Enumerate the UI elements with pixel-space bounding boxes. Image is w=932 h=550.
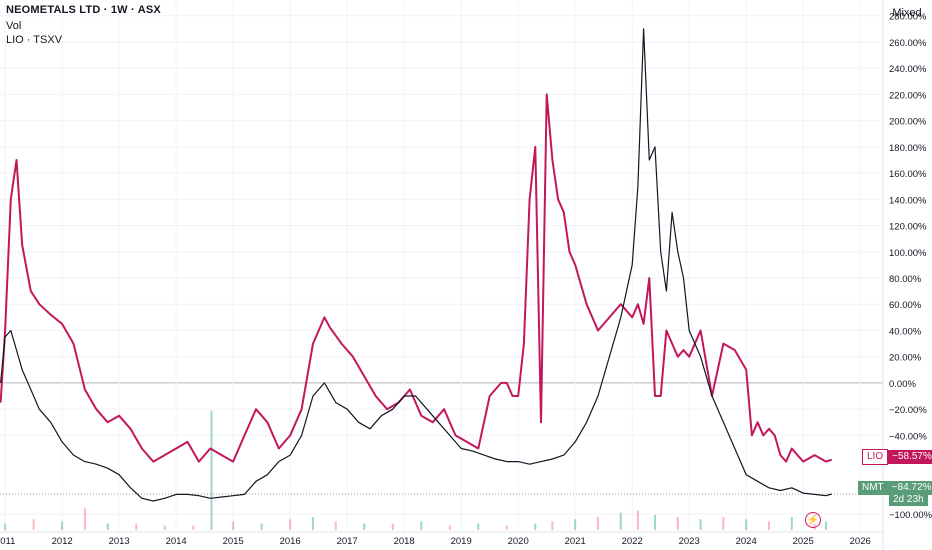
volume-bar: [551, 521, 554, 530]
y-tick-label: 180.00%: [889, 143, 927, 154]
volume-bar: [534, 523, 537, 530]
nmt-tag-value: −84.72%: [887, 481, 932, 495]
x-tick-label: 2019: [451, 536, 472, 547]
bar-countdown: 2d 23h: [889, 494, 928, 506]
lightning-bolt-icon[interactable]: ⚡: [805, 512, 821, 528]
volume-bar: [619, 512, 622, 530]
nmt-price-tag: NMT −84.72%: [858, 481, 932, 495]
volume-bar: [363, 523, 366, 530]
volume-bar: [505, 525, 508, 530]
volume-bar: [163, 525, 166, 530]
volume-bar: [61, 521, 64, 530]
x-tick-label: 2016: [280, 536, 301, 547]
y-tick-label: 240.00%: [889, 64, 927, 75]
volume-bar: [824, 521, 827, 530]
y-tick-label: 160.00%: [889, 169, 927, 180]
volume-bar: [334, 521, 337, 530]
y-tick-label: 140.00%: [889, 195, 927, 206]
y-tick-label: 40.00%: [889, 326, 922, 337]
volume-bar: [192, 525, 195, 530]
time-scale[interactable]: 2011 2012 2013 2014 2015 2016 2017 2018 2019 2020…: [0, 531, 883, 547]
nmt-tag-symbol: NMT: [858, 481, 888, 495]
y-tick-label: −20.00%: [889, 405, 927, 416]
nmt-series-line: [0, 28, 832, 502]
x-tick-label: 2023: [679, 536, 700, 547]
volume-bar: [477, 523, 480, 530]
y-tick-label: 100.00%: [889, 248, 927, 259]
volume-bar: [653, 514, 656, 530]
y-tick-label: −100.00%: [889, 510, 932, 521]
y-tick-label: 220.00%: [889, 90, 927, 101]
volume-bars: [4, 410, 827, 530]
x-tick-label: 2011: [0, 536, 15, 547]
x-tick-label: 2021: [565, 536, 586, 547]
volume-bar: [391, 523, 394, 530]
volume-bar: [448, 525, 451, 530]
y-tick-label: 80.00%: [889, 274, 922, 285]
y-tick-label: 280.00%: [889, 12, 927, 23]
volume-bar: [767, 521, 770, 530]
y-tick-label: 260.00%: [889, 38, 927, 49]
volume-legend: Vol: [6, 20, 22, 32]
volume-bar: [232, 521, 235, 530]
lio-tag-symbol: LIO: [862, 449, 889, 465]
volume-bar: [4, 523, 7, 530]
volume-bar: [745, 519, 748, 530]
volume-bar: [699, 519, 702, 530]
x-tick-label: 2013: [109, 536, 130, 547]
volume-bar: [636, 510, 639, 530]
volume-bar: [574, 519, 577, 530]
x-tick-label: 2015: [223, 536, 244, 547]
y-tick-label: 0.00%: [889, 379, 916, 390]
chart-title: NEOMETALS LTD · 1W · ASX: [6, 4, 161, 16]
x-tick-label: 2024: [736, 536, 757, 547]
x-tick-label: 2014: [166, 536, 187, 547]
volume-bar: [260, 523, 263, 530]
volume-bar: [790, 517, 793, 530]
scale-mode-button[interactable]: Mixed: [892, 7, 922, 19]
x-tick-label: 2022: [622, 536, 643, 547]
volume-bar: [722, 517, 725, 530]
volume-bar: [106, 523, 109, 530]
x-tick-label: 2026: [850, 536, 871, 547]
lio-series-line: [0, 93, 833, 463]
x-tick-label: 2012: [52, 536, 73, 547]
volume-bar: [596, 517, 599, 530]
y-tick-label: 60.00%: [889, 300, 922, 311]
chart-grid: [0, 0, 883, 532]
volume-bar: [32, 519, 35, 530]
y-tick-label: −40.00%: [889, 431, 927, 442]
x-tick-label: 2018: [394, 536, 415, 547]
y-tick-label: 200.00%: [889, 117, 927, 128]
volume-bar: [135, 523, 138, 530]
volume-bar: [83, 508, 86, 530]
volume-bar: [676, 517, 679, 530]
price-scale[interactable]: 280.00% 260.00% 240.00% 220.00% 200.00% 180.0…: [882, 0, 932, 550]
lio-price-tag: LIO −58.57%: [862, 449, 932, 465]
compare-legend: LIO · TSXV: [6, 34, 63, 46]
volume-bar: [210, 410, 213, 530]
chart-series: [0, 28, 833, 502]
x-tick-label: 2017: [337, 536, 358, 547]
volume-bar: [311, 517, 314, 530]
x-tick-label: 2020: [508, 536, 529, 547]
volume-bar: [420, 521, 423, 530]
volume-bar: [289, 519, 292, 530]
y-tick-label: 120.00%: [889, 222, 927, 233]
lio-tag-value: −58.57%: [888, 450, 932, 464]
x-tick-label: 2025: [793, 536, 814, 547]
y-tick-label: 20.00%: [889, 353, 922, 364]
